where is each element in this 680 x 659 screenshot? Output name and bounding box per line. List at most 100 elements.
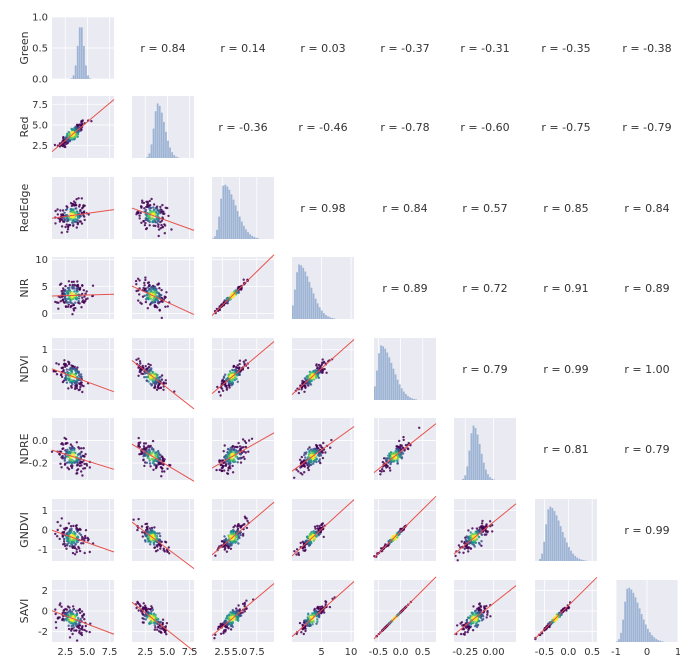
scatter-panel [131, 177, 195, 239]
scatter-point [152, 468, 155, 471]
scatter-point [161, 216, 164, 219]
scatter-point [63, 544, 67, 548]
scatter-point [159, 545, 162, 548]
scatter-point [67, 533, 71, 536]
scatter-point [58, 220, 62, 223]
scatter-point [74, 370, 78, 373]
histogram-bar [551, 508, 554, 561]
scatter-point [148, 459, 151, 462]
scatter-point [328, 605, 332, 609]
regression-line [211, 501, 275, 556]
scatter-point [231, 621, 234, 625]
scatter-point [161, 621, 164, 625]
scatter-point [398, 439, 401, 443]
scatter-point [478, 615, 481, 618]
scatter-point [159, 220, 162, 224]
scatter-point [72, 608, 75, 611]
scatter-point [157, 449, 160, 453]
scatter-point [315, 460, 318, 464]
scatter-point [304, 619, 307, 622]
correlation-label: r = 0.84 [624, 202, 669, 215]
scatter-point [295, 553, 298, 556]
scatter-point [318, 444, 321, 447]
scatter-point [322, 441, 325, 445]
scatter-point [79, 208, 82, 212]
scatter-point [142, 458, 145, 461]
scatter-point [396, 459, 399, 463]
histogram-bar [541, 553, 543, 561]
scatter-point [64, 289, 67, 292]
scatter-point [161, 225, 164, 229]
scatter-point [229, 622, 233, 625]
regression-line [211, 341, 275, 395]
scatter-point [307, 613, 310, 616]
scatter-point [152, 612, 156, 615]
scatter-point [225, 388, 229, 391]
scatter-point [473, 541, 476, 544]
scatter-panel [131, 418, 195, 482]
scatter-point [142, 445, 146, 448]
scatter-point [231, 452, 234, 456]
scatter-point [137, 210, 140, 213]
scatter-point [467, 529, 470, 532]
scatter-point [151, 533, 155, 537]
scatter-point [150, 605, 153, 608]
histogram-bar [167, 140, 169, 158]
scatter-point [478, 611, 482, 614]
scatter-point [64, 455, 68, 458]
regression-line [51, 529, 115, 553]
scatter-point [160, 223, 163, 227]
scatter-point [314, 527, 317, 530]
scatter-panel [291, 418, 355, 480]
scatter-point [304, 629, 307, 633]
scatter-point [402, 438, 405, 442]
scatter-point [316, 524, 319, 528]
scatter-point [149, 382, 152, 385]
histogram-bar [382, 346, 385, 400]
histogram-bar [570, 550, 572, 561]
scatter-point [379, 547, 383, 550]
scatter-point [152, 296, 156, 300]
scatter-point [143, 464, 146, 468]
scatter-point [247, 439, 251, 442]
scatter-point [142, 602, 145, 605]
scatter-point [136, 528, 139, 532]
scatter-point [156, 213, 160, 216]
scatter-point [56, 208, 59, 211]
scatter-point [70, 614, 73, 617]
scatter-point [306, 618, 310, 621]
scatter-point [407, 447, 410, 451]
scatter-point [151, 285, 154, 289]
histogram-bar [480, 453, 483, 480]
scatter-point [237, 441, 240, 445]
scatter-point [62, 609, 65, 612]
scatter-point [233, 611, 236, 615]
scatter-point [151, 370, 154, 374]
scatter-point [218, 545, 221, 548]
scatter-point [62, 291, 66, 294]
regression-line [291, 339, 355, 396]
histogram-bar [156, 103, 159, 158]
scatter-point [79, 373, 83, 376]
scatter-point [173, 390, 176, 393]
scatter-point [155, 381, 158, 384]
scatter-point [242, 360, 245, 363]
scatter-point [73, 138, 76, 141]
scatter-point [396, 461, 399, 465]
scatter-point [76, 528, 79, 531]
scatter-point [75, 218, 78, 221]
scatter-point [152, 206, 155, 209]
histogram-bar [177, 157, 180, 158]
scatter-point [315, 622, 318, 625]
scatter-point [156, 532, 159, 535]
scatter-point [143, 281, 146, 285]
scatter-point [165, 633, 168, 636]
scatter-point [156, 217, 159, 220]
scatter-point [229, 446, 232, 449]
scatter-point [58, 218, 62, 221]
scatter-point [78, 220, 82, 223]
scatter-point [89, 622, 92, 625]
histogram-bar [160, 112, 163, 158]
histogram-bar [405, 394, 407, 400]
